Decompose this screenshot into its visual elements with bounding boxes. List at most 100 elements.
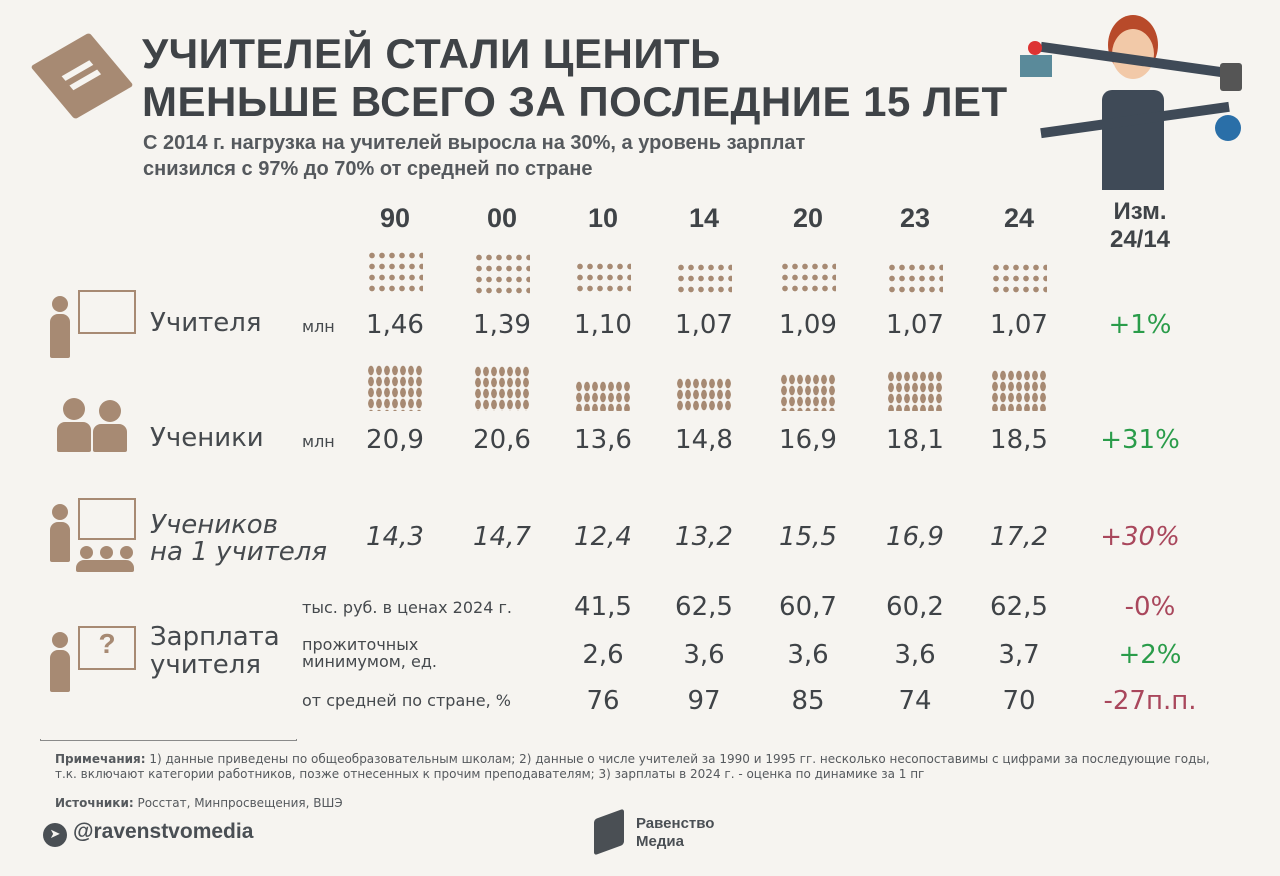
- value-cell: 17,2: [990, 522, 1048, 552]
- teachers-pictogram: [780, 261, 836, 294]
- value-cell: 16,9: [779, 425, 837, 455]
- value-cell: 18,1: [886, 425, 944, 455]
- value-cell: 1,10: [574, 310, 632, 340]
- salary-value-cell: 74: [898, 686, 932, 716]
- year-header: 24: [1003, 203, 1035, 233]
- students-pictogram: [474, 366, 530, 411]
- salary-value-cell: 62,5: [675, 592, 733, 622]
- salary-value-cell: 3,7: [998, 640, 1040, 670]
- value-cell: 14,8: [675, 425, 733, 455]
- sources: Источники: Росстат, Минпросвещения, ВШЭ: [55, 796, 1215, 811]
- year-header: 10: [587, 203, 619, 233]
- notes-text: 1) данные приведены по общеобразовательн…: [55, 752, 1210, 781]
- sources-label: Источники:: [55, 796, 134, 810]
- unit-label: тыс. руб. в ценах 2024 г.: [302, 598, 512, 617]
- label-line: на 1 учителя: [150, 537, 328, 567]
- subtitle-line: С 2014 г. нагрузка на учителей выросла н…: [143, 132, 806, 154]
- value-cell: 1,07: [886, 310, 944, 340]
- salary-value-cell: 2,6: [582, 640, 624, 670]
- row-label-ratio: Учеников на 1 учителя: [150, 512, 327, 566]
- telegram-handle[interactable]: @ravenstvomedia: [73, 820, 254, 843]
- telegram-icon: ➤: [43, 823, 67, 847]
- value-cell: 1,09: [779, 310, 837, 340]
- teacher-class-icon: [42, 498, 136, 574]
- value-cell: 1,46: [366, 310, 424, 340]
- salary-value-cell: 3,6: [894, 640, 936, 670]
- title-line: МЕНЬШЕ ВСЕГО ЗА ПОСЛЕДНИЕ 15 ЛЕТ: [142, 78, 1008, 125]
- salary-value-cell: 85: [791, 686, 825, 716]
- label-line: Зарплата: [150, 622, 280, 652]
- change-value: +30%: [1100, 522, 1180, 552]
- change-value: -27п.п.: [1103, 686, 1197, 716]
- page-title: УЧИТЕЛЕЙ СТАЛИ ЦЕНИТЬ МЕНЬШЕ ВСЕГО ЗА ПОС…: [142, 30, 1008, 126]
- salary-value-cell: 60,2: [886, 592, 944, 622]
- teachers-pictogram: [367, 250, 423, 294]
- value-cell: 14,7: [473, 522, 531, 552]
- year-header: 20: [792, 203, 824, 233]
- teacher-question-icon: ?: [42, 624, 136, 694]
- salary-value-cell: 3,6: [787, 640, 829, 670]
- teacher-board-icon: [42, 288, 136, 360]
- row-label-salary: Зарплата учителя: [150, 623, 280, 679]
- students-pictogram: [676, 378, 732, 411]
- value-cell: 1,07: [990, 310, 1048, 340]
- brand-name: Равенство Медиа: [636, 815, 714, 851]
- students-icon: [55, 398, 130, 454]
- unit-label: млн: [302, 317, 335, 336]
- change-header: Изм. 24/14: [1090, 198, 1190, 254]
- label-line: учителя: [150, 650, 262, 680]
- year-header: 00: [486, 203, 518, 233]
- brand-line: Медиа: [636, 833, 684, 850]
- teachers-pictogram: [991, 262, 1047, 294]
- year-header: 14: [688, 203, 720, 233]
- title-line: УЧИТЕЛЕЙ СТАЛИ ЦЕНИТЬ: [142, 30, 721, 77]
- students-pictogram: [991, 370, 1047, 411]
- brand-logo-icon: [594, 808, 624, 856]
- teachers-pictogram: [474, 252, 530, 294]
- notes: Примечания: 1) данные приведены по общео…: [55, 752, 1215, 782]
- salary-value-cell: 62,5: [990, 592, 1048, 622]
- salary-value-cell: 60,7: [779, 592, 837, 622]
- salary-value-cell: 3,6: [683, 640, 725, 670]
- unit-line: прожиточных: [302, 635, 419, 654]
- teacher-illustration-icon: [1020, 15, 1242, 190]
- sources-text: Росстат, Минпросвещения, ВШЭ: [133, 796, 343, 810]
- value-cell: 20,9: [366, 425, 424, 455]
- row-label-students: Ученики: [150, 423, 264, 453]
- students-pictogram: [575, 381, 631, 411]
- value-cell: 13,6: [574, 425, 632, 455]
- notes-label: Примечания:: [55, 752, 146, 766]
- salary-value-cell: 70: [1002, 686, 1036, 716]
- ravenstvo-logo-icon: [30, 32, 134, 120]
- unit-line: минимумом, ед.: [302, 652, 437, 671]
- subtitle-line: снизился с 97% до 70% от средней по стра…: [143, 158, 593, 180]
- students-pictogram: [367, 365, 423, 411]
- value-cell: 16,9: [886, 522, 944, 552]
- students-pictogram: [887, 371, 943, 411]
- students-pictogram: [780, 374, 836, 411]
- change-value: -0%: [1124, 592, 1176, 622]
- unit-label: млн: [302, 432, 335, 451]
- year-header: 90: [379, 203, 411, 233]
- change-header-line: Изм.: [1113, 198, 1167, 225]
- unit-label: прожиточных минимумом, ед.: [302, 636, 437, 670]
- teachers-pictogram: [575, 261, 631, 294]
- unit-label: от средней по стране, %: [302, 691, 511, 710]
- teachers-pictogram: [887, 262, 943, 294]
- value-cell: 1,39: [473, 310, 531, 340]
- value-cell: 13,2: [675, 522, 733, 552]
- subtitle: С 2014 г. нагрузка на учителей выросла н…: [143, 130, 805, 182]
- value-cell: 15,5: [779, 522, 837, 552]
- salary-value-cell: 76: [586, 686, 620, 716]
- value-cell: 20,6: [473, 425, 531, 455]
- salary-value-cell: 41,5: [574, 592, 632, 622]
- value-cell: 12,4: [574, 522, 632, 552]
- year-header: 23: [899, 203, 931, 233]
- value-cell: 1,07: [675, 310, 733, 340]
- change-value: +31%: [1100, 425, 1180, 455]
- change-header-line: 24/14: [1109, 226, 1171, 253]
- brand-line: Равенство: [636, 815, 715, 832]
- value-cell: 18,5: [990, 425, 1048, 455]
- teachers-pictogram: [676, 262, 732, 294]
